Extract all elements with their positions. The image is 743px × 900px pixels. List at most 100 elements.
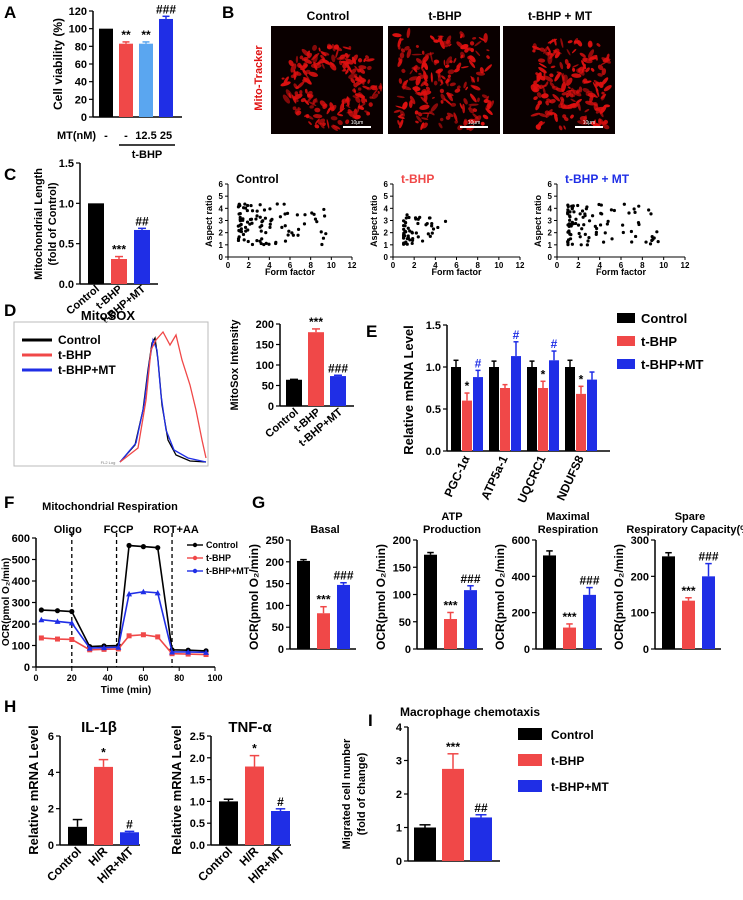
mitochondrion — [472, 108, 478, 112]
scatter-point — [267, 242, 271, 246]
mitochondrion — [353, 82, 358, 88]
scatter-x-tick-label: 0 — [226, 261, 231, 270]
mitochondrion — [576, 89, 580, 94]
scatter-point — [404, 216, 408, 220]
panel-g3-y-tick-label: 400 — [512, 571, 530, 583]
scatter-y-tick-label: 0 — [548, 253, 553, 262]
scatter-point — [572, 210, 576, 214]
mitochondrion — [447, 69, 455, 75]
scatter-point — [630, 240, 634, 244]
mitochondrion — [554, 48, 560, 53]
panel-f-point — [155, 634, 161, 640]
mitochondrion — [570, 98, 576, 103]
scatter-point — [241, 232, 246, 237]
panel-g-bar-significance: ### — [579, 574, 599, 588]
panel-h-title: IL-1β — [81, 719, 117, 736]
panel-f-point — [68, 619, 75, 626]
scatter-point — [241, 206, 246, 210]
scatter-point — [580, 209, 585, 213]
scatter-point — [587, 219, 592, 223]
scatter-point — [576, 203, 580, 208]
panel-d-y-tick-label: 150 — [256, 340, 274, 352]
mitochondrion — [468, 60, 476, 69]
scatter-point — [254, 217, 258, 221]
injection-label: ROT+AA — [153, 524, 199, 536]
mitochondrion — [297, 106, 301, 111]
mitochondrion — [340, 54, 348, 57]
panel-e-bar — [576, 393, 586, 451]
panel-f-point — [38, 607, 44, 613]
panel-c-y-tick-label: 0.5 — [59, 239, 74, 251]
mitochondrion — [542, 84, 546, 88]
injection-label: FCCP — [104, 524, 134, 536]
mitochondrion — [288, 93, 291, 99]
panel-g-bar-significance: *** — [562, 610, 576, 624]
mitochondrion — [449, 82, 456, 87]
panel-f-point — [169, 648, 176, 655]
panel-a-bar-significance: ** — [141, 28, 151, 42]
panel-f-legend-label: t-BHP+MT — [206, 566, 250, 576]
panel-a-bar — [99, 28, 113, 118]
scatter-y-tick-label: 1 — [384, 241, 389, 250]
mitochondrion — [419, 104, 430, 110]
scatter-point — [577, 231, 581, 236]
mitochondrion — [566, 105, 575, 109]
panel-g-bar — [297, 560, 310, 649]
panel-f-point — [54, 608, 61, 614]
panel-a-mt-label: MT(nM) — [57, 130, 96, 142]
mitochondrion — [418, 72, 422, 75]
panel-f-y-tick-label: 100 — [12, 641, 30, 653]
mitochondrion — [282, 94, 291, 104]
scatter-point — [285, 211, 290, 215]
mitochondrion — [365, 58, 375, 62]
scatter-point — [637, 204, 641, 208]
scatter-point — [237, 202, 241, 206]
scatter-point — [568, 215, 572, 219]
panel-f-x-tick-label: 40 — [103, 673, 113, 683]
scatter-point — [566, 243, 570, 247]
panel-f-x-tick-label: 100 — [207, 673, 222, 683]
panel-d-y-tick-label: 0 — [268, 401, 274, 413]
scatter-y-tick-label: 2 — [384, 229, 389, 238]
scatter-title: t-BHP — [401, 172, 434, 186]
panel-e-bar-significance: * — [579, 372, 584, 386]
panel-e-bar — [538, 388, 548, 451]
scatter-point — [655, 230, 659, 234]
panel-h2-y-tick-label: 2.0 — [190, 753, 205, 765]
panel-e-y-tick-label: 0.0 — [426, 446, 441, 458]
panel-f-x-label: Time (min) — [101, 685, 151, 696]
mitochondrion — [542, 87, 546, 95]
mitochondrion — [603, 119, 608, 125]
mitochondrion — [299, 90, 303, 95]
scatter-point — [633, 210, 637, 214]
mitochondrion — [357, 103, 366, 109]
mitochondrion — [444, 44, 450, 48]
scatter-point — [406, 234, 410, 238]
scatter-point — [603, 231, 607, 235]
scatter-point — [610, 237, 614, 241]
panel-c-y-label: Mitochondrial Length — [33, 168, 45, 280]
scatter-point — [644, 240, 648, 244]
panel-i-bar-significance: ## — [474, 801, 488, 815]
scatter-y-label: Aspect ratio — [204, 194, 214, 247]
panel-c-bar-significance: *** — [112, 243, 126, 257]
panel-g-title: ATP — [441, 511, 462, 523]
mitochondrion — [570, 114, 574, 119]
mitochondrion — [365, 98, 368, 103]
panel-label-E: E — [366, 322, 377, 341]
mitochondrion — [443, 59, 446, 66]
panel-f-x-tick-label: 0 — [33, 673, 38, 683]
panel-e-x-label: UQCRC1 — [515, 453, 549, 505]
mitochondrion — [485, 108, 493, 116]
scatter-point — [634, 234, 638, 239]
panel-g3-y-tick-label: 600 — [512, 535, 530, 547]
mitochondrion — [450, 102, 457, 107]
mitochondrion — [598, 81, 604, 88]
histogram-legend-label: Control — [58, 333, 101, 347]
panel-g-y-label: OCR(pmol O₂/min) — [612, 544, 626, 650]
scatter-x-label: Form factor — [596, 267, 647, 277]
mitochondrion — [467, 55, 473, 60]
scatter-x-label: Form factor — [431, 267, 482, 277]
mitochondrion — [355, 96, 361, 103]
scatter-point — [621, 230, 625, 235]
